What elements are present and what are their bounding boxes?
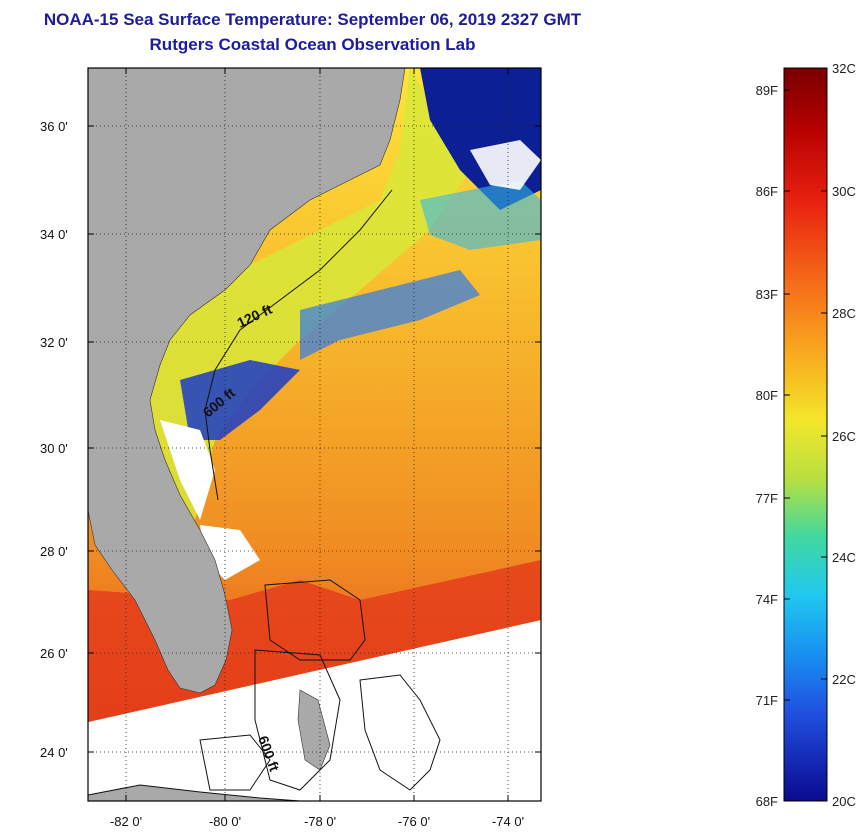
shelf-band xyxy=(150,68,470,540)
bahamas-contour xyxy=(254,649,341,791)
lat-label: 24 0' xyxy=(40,745,68,760)
contour-120ft xyxy=(204,189,393,501)
lat-label: 34 0' xyxy=(40,227,68,242)
cool-water-patch xyxy=(420,180,541,250)
lat-label: 32 0' xyxy=(40,335,68,350)
land-mass xyxy=(88,68,406,694)
bahamas-contour xyxy=(359,674,441,791)
lat-label: 26 0' xyxy=(40,646,68,661)
bahamas-contour xyxy=(264,579,366,661)
lat-label: 28 0' xyxy=(40,544,68,559)
lat-label: 36 0' xyxy=(40,119,68,134)
andros-island xyxy=(297,689,331,771)
lon-label: -78 0' xyxy=(304,814,336,829)
cool-water-patch xyxy=(180,360,300,440)
map-title: NOAA-15 Sea Surface Temperature: Septemb… xyxy=(43,10,582,29)
lon-label: -74 0' xyxy=(492,814,524,829)
lat-label: 30 0' xyxy=(40,441,68,456)
lon-label: -76 0' xyxy=(398,814,430,829)
map-subtitle: Rutgers Coastal Ocean Observation Lab xyxy=(149,35,476,54)
lon-label: -82 0' xyxy=(110,814,142,829)
bahamas-contour xyxy=(199,734,271,791)
cuba-contour xyxy=(88,784,301,801)
lon-label: -80 0' xyxy=(209,814,241,829)
cool-water-patch xyxy=(300,270,480,360)
map-frame xyxy=(87,67,542,802)
